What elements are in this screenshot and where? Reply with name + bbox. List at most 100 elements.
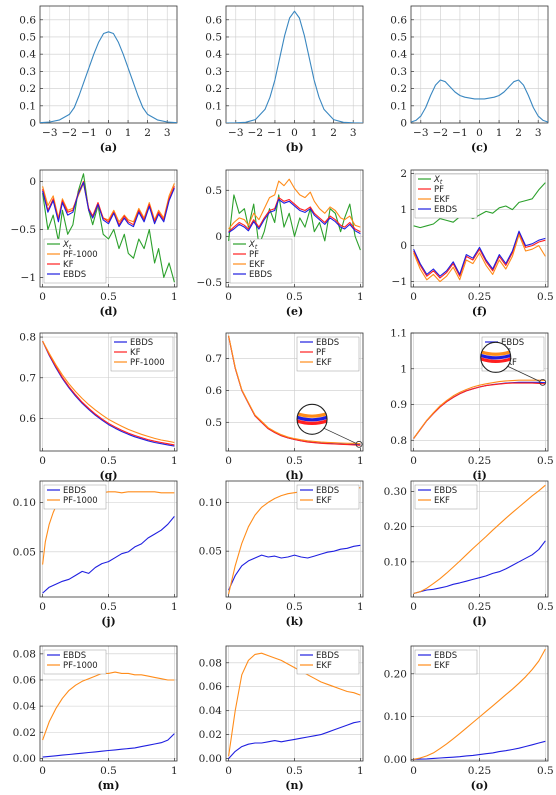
series-line-ebds: [228, 198, 361, 235]
y-tick-label: 0.1: [390, 100, 407, 112]
x-tick-label: 0.25: [468, 455, 491, 467]
y-tick-label: 1: [400, 363, 407, 375]
caption-d: (d): [99, 305, 117, 318]
x-tick-label: 0: [225, 455, 232, 467]
y-tick-label: 0.02: [199, 729, 222, 741]
magnifier-series: [480, 357, 511, 364]
series-line-kf: [42, 180, 175, 226]
y-tick-label: 0.08: [199, 657, 222, 669]
y-tick-label: 0.1: [19, 100, 36, 112]
legend-label: KF: [63, 260, 74, 270]
series-line-ekf: [413, 234, 546, 283]
caption-f: (f): [472, 305, 487, 318]
x-tick-label: 1: [357, 601, 364, 613]
legend-box: [43, 238, 107, 284]
legend-label: EKF: [316, 661, 332, 671]
y-tick-label: 0.10: [384, 711, 407, 723]
x-tick-label: 1: [171, 601, 178, 613]
y-tick-label: 0: [400, 118, 407, 130]
x-tick-label: 0: [410, 291, 417, 303]
series-line-pf: [228, 197, 361, 233]
legend-label: EBDS: [316, 338, 339, 348]
x-tick-label: −3: [413, 127, 428, 139]
x-tick-label: 0: [410, 601, 417, 613]
magnifier-series: [297, 415, 328, 422]
y-tick-label: 0: [29, 118, 36, 130]
x-tick-label: 0.5: [100, 455, 117, 467]
x-tick-label: 2: [515, 127, 522, 139]
legend-box: [414, 649, 478, 675]
x-tick-label: 0: [39, 455, 46, 467]
x-tick-label: 2: [144, 127, 151, 139]
caption-g: (g): [99, 469, 117, 482]
series-line-ebds: [42, 181, 175, 228]
y-tick-label: 1: [400, 204, 407, 216]
magnifier-rim: [296, 403, 328, 435]
x-tick-label: −2: [248, 127, 263, 139]
y-tick-label: −1: [392, 276, 407, 288]
y-tick-label: 0.10: [384, 556, 407, 568]
x-tick-label: 0.5: [537, 291, 554, 303]
y-tick-label: 0.05: [199, 546, 222, 558]
legend-label: PF-1000: [63, 496, 98, 506]
y-tick-label: 0.2: [205, 83, 222, 95]
series-line-ebds: [42, 516, 175, 594]
y-tick-label: 0.10: [199, 497, 222, 509]
legend-label: EBDS: [501, 338, 524, 348]
y-tick-label: 0.10: [13, 497, 36, 509]
x-tick-label: −2: [62, 127, 77, 139]
caption-k: (k): [285, 615, 303, 628]
series-line-ekf: [413, 379, 546, 439]
x-tick-label: 1: [171, 291, 178, 303]
legend-label: Xt: [62, 240, 72, 251]
x-tick-label: 1: [357, 455, 364, 467]
y-tick-label: 0.3: [19, 66, 36, 78]
x-tick-label: 0.25: [468, 765, 491, 777]
y-tick-label: 0: [215, 118, 222, 130]
legend-label: EKF: [434, 195, 450, 205]
series-line-ekf: [413, 484, 546, 595]
caption-l: (l): [472, 615, 487, 628]
magnifier-target: [539, 378, 547, 386]
x-tick-label: 0.5: [100, 601, 117, 613]
y-tick-label: 0.00: [384, 754, 407, 766]
x-tick-label: 0: [410, 765, 417, 777]
y-tick-label: 0.30: [384, 486, 407, 498]
series-line-density: [40, 31, 177, 123]
series-line-ebds: [413, 230, 546, 277]
x-tick-label: −1: [267, 127, 282, 139]
y-tick-label: 0: [215, 231, 222, 243]
y-tick-label: 0.4: [205, 49, 222, 61]
x-tick-label: 3: [164, 127, 171, 139]
legend-box: [43, 484, 107, 510]
series-line-x-t: [42, 173, 175, 283]
x-tick-label: 1: [357, 765, 364, 777]
legend-label: EKF: [316, 496, 332, 506]
caption-h: (h): [285, 469, 303, 482]
series-line-density: [226, 10, 363, 123]
series-line-ebds: [413, 740, 546, 760]
y-tick-label: 0.20: [384, 521, 407, 533]
x-tick-label: 0.5: [286, 601, 303, 613]
legend-label: KF: [130, 348, 141, 358]
x-tick-label: 3: [350, 127, 357, 139]
legend-label: EBDS: [434, 205, 457, 215]
series-line-ekf: [228, 652, 361, 757]
x-tick-label: 1: [311, 127, 318, 139]
x-tick-label: 1: [357, 291, 364, 303]
legend-box: [414, 484, 478, 510]
legend-label: PF: [316, 348, 326, 358]
y-tick-label: 0.2: [19, 83, 36, 95]
caption-m: (m): [97, 779, 119, 792]
y-tick-label: 0.6: [390, 14, 407, 26]
chart-b: −3 −2 −1 0 1 2 3 0 0.1 0.2 0.3 0.4 0.5 0.6 (b): [205, 5, 364, 154]
y-tick-label: −0.5: [11, 224, 37, 236]
caption-j: (j): [101, 615, 115, 628]
y-tick-label: 0.7: [205, 353, 222, 365]
legend-label: Xt: [248, 240, 258, 251]
y-tick-label: 0.3: [205, 66, 222, 78]
